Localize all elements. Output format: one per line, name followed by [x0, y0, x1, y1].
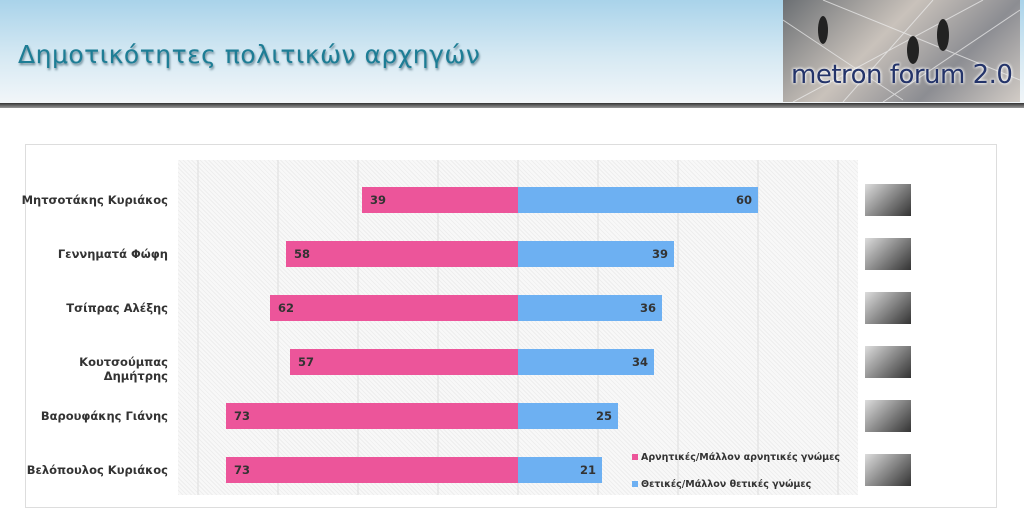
bar-positive: 39 [518, 241, 674, 267]
data-label-positive: 39 [651, 247, 668, 261]
category-label: Μητσοτάκης Κυριάκος [21, 193, 168, 207]
bar-positive: 36 [518, 295, 662, 321]
data-label-negative: 73 [234, 463, 251, 477]
bar-negative: 73 [226, 457, 518, 483]
bar-negative: 39 [362, 187, 518, 213]
bar-negative: 73 [226, 403, 518, 429]
leader-photo [865, 184, 911, 216]
category-label: Γεννηματά Φώφη [57, 247, 168, 261]
header-divider [0, 103, 1024, 108]
legend-swatch-negative [632, 454, 638, 460]
leader-photo [865, 238, 911, 270]
legend-swatch-positive [632, 481, 638, 487]
data-label-negative: 57 [298, 355, 315, 369]
leader-photo [865, 400, 911, 432]
plot-area [178, 160, 858, 495]
data-label-negative: 39 [370, 193, 387, 207]
page-title: Δημοτικότητες πολιτικών αρχηγών [18, 40, 481, 69]
bar-negative: 62 [270, 295, 518, 321]
data-label-positive: 36 [639, 301, 656, 315]
metron-forum-logo: metron forum 2.0 [783, 0, 1020, 102]
category-label: Τσίπρας Αλέξης [66, 301, 168, 315]
header: Δημοτικότητες πολιτικών αρχηγών metron f… [0, 0, 1024, 103]
logo-text: metron forum 2.0 [791, 60, 1013, 90]
bar-positive: 60 [518, 187, 758, 213]
data-label-positive: 34 [631, 355, 648, 369]
bar-positive: 34 [518, 349, 654, 375]
leader-photo [865, 346, 911, 378]
data-label-positive: 60 [735, 193, 752, 207]
data-label-negative: 62 [278, 301, 295, 315]
legend-item-negative: Αρνητικές/Μάλλον αρνητικές γνώμες [632, 452, 840, 463]
bar-negative: 57 [290, 349, 518, 375]
category-label: Βελόπουλος Κυριάκος [26, 463, 168, 477]
bar-positive: 21 [518, 457, 602, 483]
leader-photo [865, 292, 911, 324]
legend-label-positive: Θετικές/Μάλλον θετικές γνώμες [641, 479, 812, 490]
category-label: Κουτσούμπας Δημήτρης [79, 355, 168, 383]
category-label: Βαρουφάκης Γιάνης [40, 409, 168, 423]
data-label-negative: 58 [294, 247, 311, 261]
data-label-negative: 73 [234, 409, 251, 423]
legend-label-negative: Αρνητικές/Μάλλον αρνητικές γνώμες [641, 452, 841, 463]
bar-positive: 25 [518, 403, 618, 429]
data-label-positive: 21 [579, 463, 596, 477]
bar-negative: 58 [286, 241, 518, 267]
data-label-positive: 25 [595, 409, 612, 423]
legend-item-positive: Θετικές/Μάλλον θετικές γνώμες [632, 479, 811, 490]
leader-photo [865, 454, 911, 486]
